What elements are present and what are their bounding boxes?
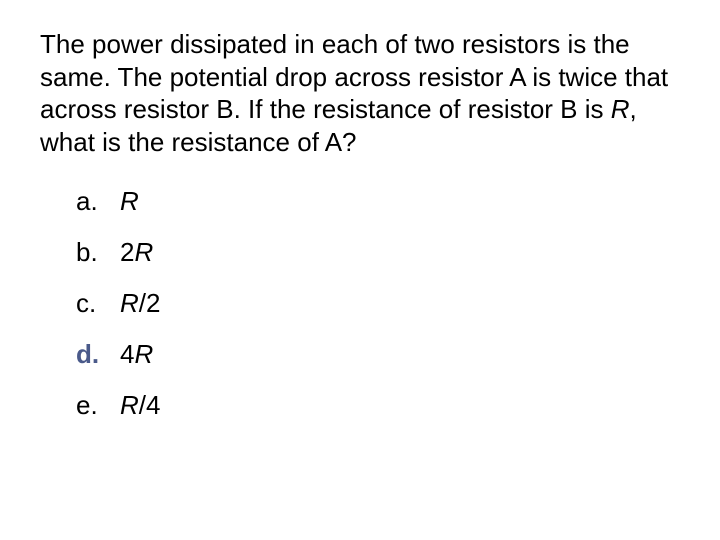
option-letter-b: b. [76,237,120,268]
option-text-e: R/4 [120,390,160,421]
option-d-part-1: R [134,339,153,369]
question-part-1: The power dissipated in each of two resi… [40,29,668,124]
options-list: a. R b. 2R c. R/2 d. 4R e. R/4 [40,186,680,421]
option-e: e. R/4 [76,390,680,421]
question-variable-r: R [611,94,630,124]
option-text-b: 2R [120,237,153,268]
option-a: a. R [76,186,680,217]
option-c-part-0: R [120,288,139,318]
option-b-part-0: 2 [120,237,134,267]
option-text-c: R/2 [120,288,160,319]
option-b-part-1: R [134,237,153,267]
option-e-part-1: /4 [139,390,161,420]
option-c: c. R/2 [76,288,680,319]
option-letter-a: a. [76,186,120,217]
option-d: d. 4R [76,339,680,370]
option-b: b. 2R [76,237,680,268]
option-d-part-0: 4 [120,339,134,369]
option-text-d: 4R [120,339,153,370]
option-a-part-0: R [120,186,139,216]
option-text-a: R [120,186,139,217]
option-letter-c: c. [76,288,120,319]
question-text: The power dissipated in each of two resi… [40,28,680,158]
option-letter-e: e. [76,390,120,421]
option-e-part-0: R [120,390,139,420]
option-c-part-1: /2 [139,288,161,318]
option-letter-d: d. [76,339,120,370]
